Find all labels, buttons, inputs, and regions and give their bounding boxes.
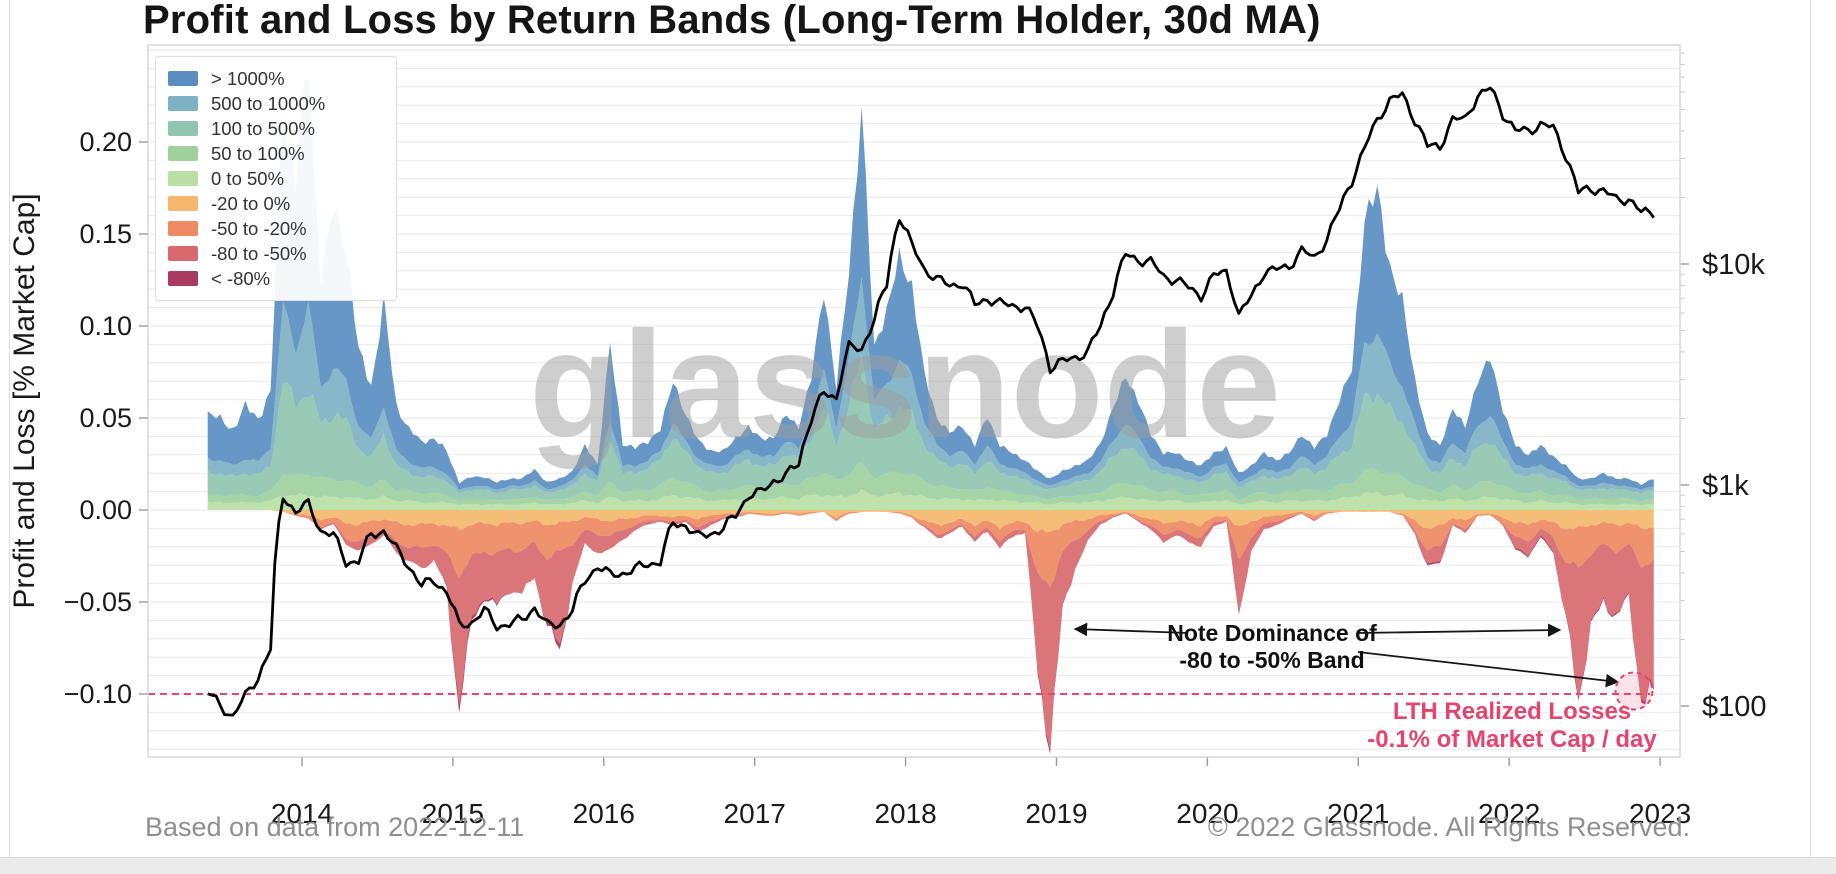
copyright-note: © 2022 Glassnode. All Rights Reserved. (1207, 812, 1690, 842)
y-tick-label: 0.10 (79, 311, 132, 341)
note-annotation-line1: Note Dominance of (1167, 620, 1377, 646)
legend-label: > 1000% (211, 67, 285, 89)
legend-item-7[interactable]: -80 to -50% (168, 241, 384, 266)
return-band-areas (207, 78, 1654, 754)
band-area-50-to-100- (207, 461, 1654, 506)
chart-title: Profit and Loss by Return Bands (Long-Te… (143, 0, 1321, 42)
y-tick-label: 0.20 (79, 127, 132, 157)
legend-item-4[interactable]: 0 to 50% (168, 166, 384, 191)
bottom-frame-strip (0, 857, 1836, 874)
x-tick-label: 2018 (874, 798, 936, 829)
y-tick-label: −0.10 (64, 679, 132, 709)
band-area--1000- (207, 78, 1654, 491)
x-tick-label: 2020 (1176, 798, 1238, 829)
legend-label: 500 to 1000% (211, 92, 326, 114)
arrow-to-2018-dip (1073, 622, 1189, 637)
y-axis-title: Profit and Loss [% Market Cap] (8, 193, 41, 608)
legend-item-3[interactable]: 50 to 100% (168, 141, 384, 166)
legend-label: -80 to -50% (211, 242, 307, 264)
legend-label: 50 to 100% (211, 142, 305, 164)
lth-losses-annotation-line1: LTH Realized Losses (1393, 698, 1631, 725)
axes: 0.20 0.15 0.10 0.05 0.00 −0.05 −0.10 2014 2015 20… (64, 52, 1767, 829)
x-tick-label: 2023 (1629, 798, 1691, 829)
highlight-circle (1614, 671, 1654, 711)
x-tick-label: 2016 (573, 798, 635, 829)
legend-swatch (168, 71, 198, 86)
x-tick-label: 2014 (271, 798, 333, 829)
legend-swatch (168, 246, 198, 261)
legend-item-5[interactable]: -20 to 0% (168, 191, 384, 216)
y-tick-label: 0.15 (79, 219, 132, 249)
legend: > 1000% 500 to 1000% 100 to 500% 50 to 100%… (155, 56, 397, 301)
legend-swatch (168, 271, 198, 286)
legend-swatch (168, 96, 198, 111)
band-area-500-to-1000- (207, 277, 1654, 494)
y-tick-label: 0.05 (79, 403, 132, 433)
right-frame-line (1810, 0, 1811, 857)
left-frame-line (9, 0, 10, 857)
plot-border (147, 44, 1681, 758)
price-tick-label: $10k (1702, 249, 1765, 281)
legend-label: -50 to -20% (211, 217, 307, 239)
price-line (207, 86, 1655, 717)
legend-label: 0 to 50% (211, 167, 285, 189)
x-tick-label: 2022 (1478, 798, 1540, 829)
lth-losses-annotation-line2: -0.1% of Market Cap / day (1367, 726, 1657, 753)
price-tick-label: $100 (1702, 691, 1767, 723)
band-area--50-to-20- (207, 510, 1654, 588)
btc-price-line (207, 86, 1655, 717)
arrow-to-latest-dip (1357, 651, 1620, 688)
legend-swatch (168, 146, 198, 161)
y-tick-label: −0.05 (64, 587, 132, 617)
legend-item-0[interactable]: > 1000% (168, 66, 384, 91)
arrow-to-2022-june-dip (1357, 623, 1562, 637)
band-area-0-to-50- (207, 489, 1654, 510)
legend-swatch (168, 196, 198, 211)
band-area--20-to-0- (207, 510, 1654, 533)
legend-swatch (168, 221, 198, 236)
legend-label: < -80% (211, 267, 271, 289)
glassnode-watermark: glassnode (529, 300, 1281, 470)
x-tick-label: 2021 (1327, 798, 1389, 829)
x-tick-label: 2015 (422, 798, 484, 829)
legend-label: -20 to 0% (211, 192, 291, 214)
legend-label: 100 to 500% (211, 117, 315, 139)
legend-item-1[interactable]: 500 to 1000% (168, 91, 384, 116)
y-tick-label: 0.00 (79, 495, 132, 525)
x-tick-label: 2017 (724, 798, 786, 829)
legend-swatch (168, 171, 198, 186)
band-area--80-to-50- (207, 510, 1654, 750)
legend-swatch (168, 121, 198, 136)
legend-item-8[interactable]: < -80% (168, 266, 384, 291)
band-area-100-to-500- (207, 354, 1654, 502)
annotations: Note Dominance of -80 to -50% Band LTH R… (1073, 620, 1657, 753)
note-annotation-line2: -80 to -50% Band (1179, 647, 1364, 673)
legend-item-2[interactable]: 100 to 500% (168, 116, 384, 141)
data-source-note: Based on data from 2022-12-11 (145, 812, 525, 842)
legend-item-6[interactable]: -50 to -20% (168, 216, 384, 241)
x-tick-label: 2019 (1025, 798, 1087, 829)
price-tick-label: $1k (1702, 470, 1749, 502)
